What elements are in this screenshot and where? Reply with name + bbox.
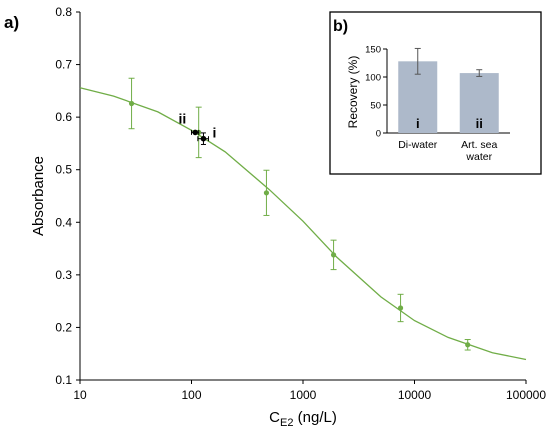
y-tick-label: 0.8	[55, 5, 72, 19]
data-point	[397, 305, 404, 311]
x-tick-label: 10000	[398, 388, 432, 402]
sample-points: iii	[178, 110, 216, 145]
inset-category-label: water	[465, 151, 492, 163]
y-tick-label: 0.4	[55, 215, 72, 229]
inset-bar-label: i	[416, 116, 420, 131]
inset-axis-ticks: 0 50 100 150	[365, 45, 387, 140]
fitted-curve-line	[79, 87, 527, 361]
y-tick-label: 0.2	[55, 320, 72, 334]
sample-point-label: i	[212, 125, 216, 141]
x-tick-label: 1000	[290, 388, 317, 402]
panel-label-a: a)	[4, 13, 19, 32]
data-point	[330, 252, 337, 258]
main-axis-ticks: 0.10.20.30.40.50.60.70.810 100 1000 10000 10…	[55, 5, 546, 402]
panel-label-b: b)	[333, 18, 348, 35]
x-tick-label: 100000	[506, 388, 546, 402]
x-axis-label-subscript: E2	[280, 417, 293, 429]
data-point	[465, 342, 471, 348]
y-tick-label: 0.7	[55, 58, 72, 72]
inset-y-tick-label: 100	[365, 73, 381, 84]
inset-y-tick-label: 50	[370, 101, 381, 112]
inset-bar-label: ii	[476, 116, 483, 131]
sample-point	[200, 135, 207, 142]
inset-y-tick-label: 150	[365, 45, 381, 56]
sample-point	[192, 129, 199, 136]
x-axis-label: CE2 (ng/L)	[269, 409, 337, 429]
x-axis-label-units: (ng/L)	[293, 409, 336, 426]
y-tick-label: 0.5	[55, 163, 72, 177]
y-axis-label: Absorbance	[30, 156, 47, 236]
x-axis-label-main: C	[269, 409, 280, 426]
main-chart-panel: a) 0.10.20.30.40.50.60.70.810 100 1000 1000…	[4, 5, 546, 429]
data-point	[263, 190, 270, 196]
data-point	[128, 100, 135, 107]
inset-y-tick-label: 0	[376, 129, 381, 140]
fitted-curve	[79, 87, 527, 361]
x-tick-label: 100	[181, 388, 201, 402]
sample-point-label: ii	[178, 110, 186, 126]
inset-category-label: Art. sea	[461, 139, 497, 151]
inset-y-axis-label: Recovery (%)	[346, 56, 360, 129]
y-tick-label: 0.1	[55, 373, 72, 387]
y-tick-label: 0.3	[55, 268, 72, 282]
y-tick-label: 0.6	[55, 110, 72, 124]
inset-bar	[459, 73, 499, 133]
inset-category-label: Di-water	[398, 139, 438, 151]
x-tick-label: 10	[73, 388, 87, 402]
